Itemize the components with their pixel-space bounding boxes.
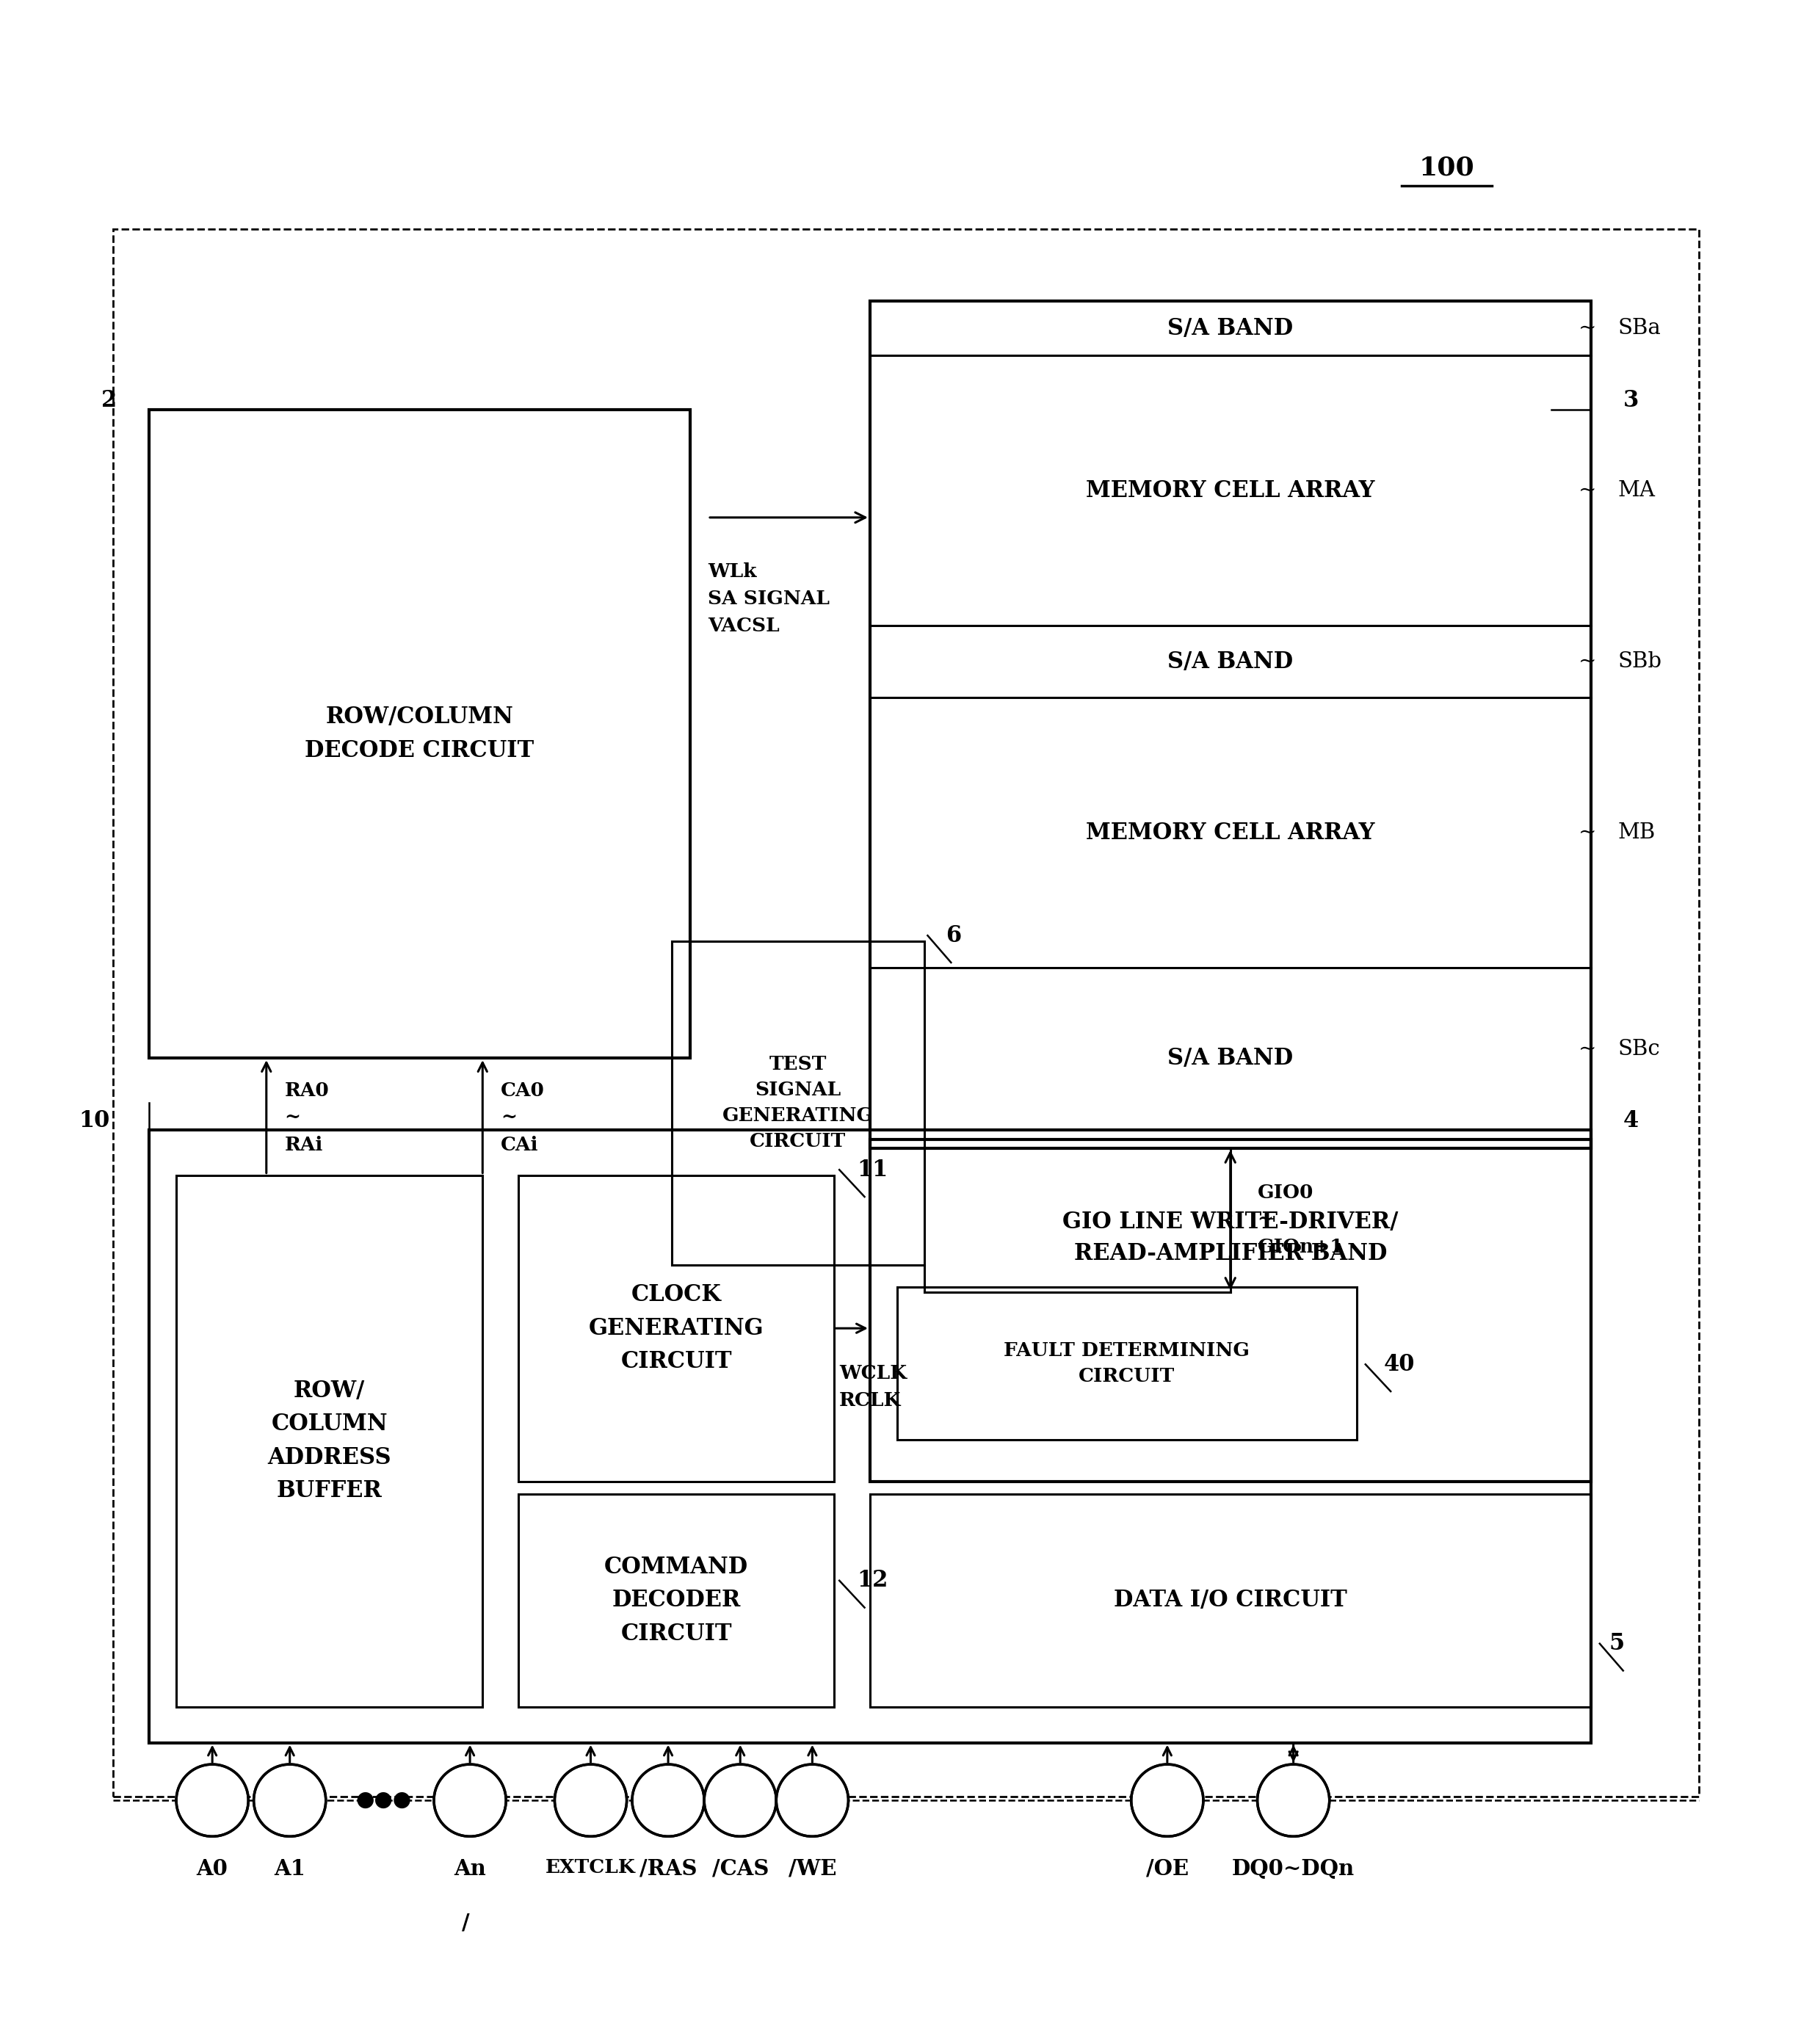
Text: 5: 5	[1609, 1633, 1624, 1656]
Text: 4: 4	[1624, 1110, 1638, 1132]
Text: /RAS: /RAS	[640, 1858, 698, 1878]
Text: ●●●: ●●●	[355, 1791, 411, 1811]
Text: 3: 3	[1624, 388, 1638, 411]
Text: SBc: SBc	[1618, 1038, 1660, 1059]
Text: An: An	[453, 1858, 486, 1878]
Text: FAULT DETERMINING
CIRCUIT: FAULT DETERMINING CIRCUIT	[1004, 1341, 1250, 1386]
Text: A1: A1	[274, 1858, 306, 1878]
Text: S/A BAND: S/A BAND	[1167, 317, 1294, 339]
Text: CLOCK
GENERATING
CIRCUIT: CLOCK GENERATING CIRCUIT	[589, 1284, 765, 1374]
Text: 10: 10	[78, 1110, 109, 1132]
Text: WLk
SA SIGNAL
VACSL: WLk SA SIGNAL VACSL	[708, 562, 830, 636]
Circle shape	[776, 1764, 848, 1836]
Circle shape	[254, 1764, 326, 1836]
Text: A0: A0	[196, 1858, 228, 1878]
Text: ~: ~	[1578, 319, 1596, 339]
Text: /OE: /OE	[1145, 1858, 1189, 1878]
Text: COMMAND
DECODER
CIRCUIT: COMMAND DECODER CIRCUIT	[603, 1555, 748, 1645]
Text: S/A BAND: S/A BAND	[1167, 1047, 1294, 1069]
Circle shape	[554, 1764, 627, 1836]
Text: ~: ~	[1578, 480, 1596, 501]
Text: GIO LINE WRITE-DRIVER/
READ-AMPLIFIER BAND: GIO LINE WRITE-DRIVER/ READ-AMPLIFIER BA…	[1062, 1210, 1399, 1265]
Text: ~: ~	[1578, 652, 1596, 672]
Text: ~: ~	[1578, 1038, 1596, 1059]
Circle shape	[1131, 1764, 1203, 1836]
Text: ROW/COLUMN
DECODE CIRCUIT: ROW/COLUMN DECODE CIRCUIT	[304, 705, 535, 762]
Text: MB: MB	[1618, 822, 1656, 842]
Text: 100: 100	[1419, 155, 1475, 180]
Text: DATA I/O CIRCUIT: DATA I/O CIRCUIT	[1114, 1588, 1346, 1613]
Text: 2: 2	[101, 388, 116, 411]
Text: WCLK
RCLK: WCLK RCLK	[839, 1363, 908, 1410]
Text: GIO0
~
GIOn+1: GIO0 ~ GIOn+1	[1258, 1183, 1345, 1257]
Text: MA: MA	[1618, 480, 1654, 501]
Circle shape	[1258, 1764, 1330, 1836]
Circle shape	[705, 1764, 776, 1836]
Text: 40: 40	[1384, 1353, 1415, 1376]
Text: S/A BAND: S/A BAND	[1167, 650, 1294, 672]
Text: MEMORY CELL ARRAY: MEMORY CELL ARRAY	[1085, 822, 1375, 844]
Text: ~: ~	[1578, 822, 1596, 842]
Text: MEMORY CELL ARRAY: MEMORY CELL ARRAY	[1085, 478, 1375, 503]
Circle shape	[433, 1764, 506, 1836]
Text: CA0
~
CAi: CA0 ~ CAi	[500, 1081, 545, 1153]
Circle shape	[176, 1764, 248, 1836]
Text: /CAS: /CAS	[712, 1858, 768, 1878]
Text: /WE: /WE	[788, 1858, 837, 1878]
Text: SBb: SBb	[1618, 652, 1662, 672]
Text: DQ0~DQn: DQ0~DQn	[1232, 1858, 1355, 1878]
Text: SBa: SBa	[1618, 319, 1662, 339]
Text: /: /	[462, 1911, 469, 1934]
Text: RA0
~
RAi: RA0 ~ RAi	[284, 1081, 330, 1153]
Text: EXTCLK: EXTCLK	[545, 1858, 636, 1876]
Text: 11: 11	[857, 1159, 888, 1181]
Text: 12: 12	[857, 1570, 888, 1592]
Circle shape	[632, 1764, 705, 1836]
Text: ROW/
COLUMN
ADDRESS
BUFFER: ROW/ COLUMN ADDRESS BUFFER	[268, 1380, 391, 1502]
Text: TEST
SIGNAL
GENERATING
CIRCUIT: TEST SIGNAL GENERATING CIRCUIT	[723, 1055, 873, 1151]
Text: 6: 6	[946, 924, 960, 946]
